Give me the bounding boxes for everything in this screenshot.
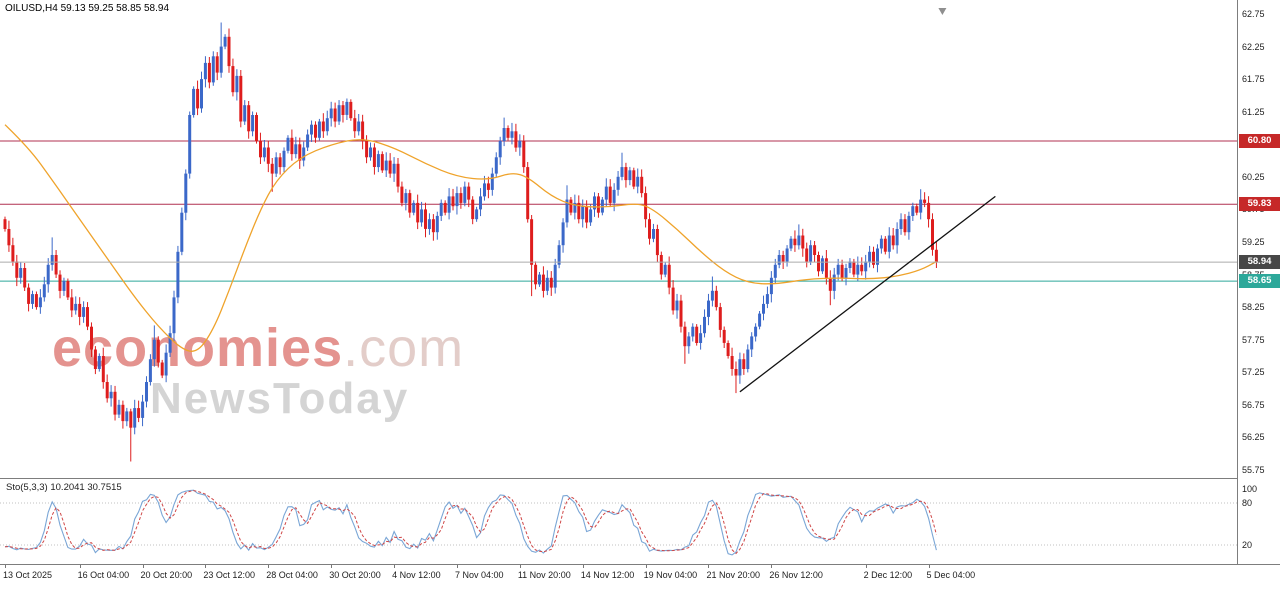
time-tick <box>142 565 144 568</box>
time-label: 7 Nov 04:00 <box>454 570 504 580</box>
watermark-brand-suffix: .com <box>343 318 465 378</box>
stochastic-value-main: 10.2041 <box>50 482 85 493</box>
time-label: 30 Oct 20:00 <box>329 570 381 580</box>
candlesticks <box>3 22 938 462</box>
price-tick: 58.25 <box>1242 302 1265 313</box>
time-tick <box>79 565 81 568</box>
time-label: 26 Nov 12:00 <box>769 570 823 580</box>
stochastic-value-signal: 30.7515 <box>87 482 122 493</box>
stoch-axis-label: 80 <box>1242 498 1253 508</box>
time-label: 16 Oct 04:00 <box>77 570 130 580</box>
time-label: 19 Nov 04:00 <box>643 570 698 580</box>
stoch-axis-label: 20 <box>1242 540 1253 550</box>
current-price-badge: 58.94 <box>1239 255 1280 270</box>
price-badge-59.83: 59.83 <box>1239 197 1280 212</box>
price-axis[interactable]: 62.7562.2561.7561.2560.7560.2559.7559.25… <box>1237 0 1280 564</box>
price-tick: 60.25 <box>1242 171 1265 182</box>
time-tick <box>865 565 867 568</box>
price-tick: 59.25 <box>1242 236 1265 247</box>
watermark-tagline: NewsToday <box>150 374 410 424</box>
main-chart-area[interactable]: economies.com NewsToday OILUSD,H4 59.13 … <box>0 0 1237 478</box>
price-tick: 61.75 <box>1242 74 1265 85</box>
stochastic-name: Sto(5,3,3) <box>6 482 48 493</box>
stochastic-label-row: Sto(5,3,3) 10.2041 30.7515 <box>6 482 122 493</box>
price-badge-58.65: 58.65 <box>1239 274 1280 289</box>
time-label: 28 Oct 04:00 <box>266 570 318 580</box>
time-label: 5 Dec 04:00 <box>926 570 976 580</box>
stochastic-panel[interactable]: Sto(5,3,3) 10.2041 30.7515 <box>0 478 1237 564</box>
price-tick: 56.25 <box>1242 432 1265 443</box>
time-label: 4 Nov 12:00 <box>392 570 441 580</box>
price-tick: 57.25 <box>1242 367 1265 378</box>
time-tick <box>771 565 773 568</box>
time-label: 2 Dec 12:00 <box>863 570 913 580</box>
time-tick <box>456 565 458 568</box>
time-label: 13 Oct 2025 <box>3 570 53 580</box>
time-tick <box>582 565 584 568</box>
time-tick <box>5 565 6 568</box>
stochastic-canvas[interactable] <box>0 479 1237 563</box>
time-label: 11 Nov 20:00 <box>517 570 571 580</box>
time-label: 14 Nov 12:00 <box>580 570 635 580</box>
price-tick: 61.25 <box>1242 106 1265 117</box>
price-badge-60.80: 60.80 <box>1239 134 1280 149</box>
price-tick: 55.75 <box>1242 464 1265 475</box>
time-tick <box>394 565 396 568</box>
time-tick <box>928 565 930 568</box>
price-chart-canvas[interactable] <box>0 0 1237 478</box>
price-tick: 62.25 <box>1242 41 1265 52</box>
chart-shift-marker-icon <box>938 8 947 15</box>
time-tick <box>268 565 270 568</box>
time-label: 21 Nov 20:00 <box>706 570 761 580</box>
time-tick <box>331 565 333 568</box>
time-tick <box>205 565 207 568</box>
time-label: 23 Oct 12:00 <box>203 570 255 580</box>
time-label: 20 Oct 20:00 <box>140 570 193 580</box>
price-tick: 57.75 <box>1242 334 1265 345</box>
symbol-ohlc-title: OILUSD,H4 59.13 59.25 58.85 58.94 <box>5 3 170 14</box>
time-tick <box>708 565 710 568</box>
price-tick: 62.75 <box>1242 9 1265 19</box>
ascending-trendline[interactable] <box>739 195 996 393</box>
price-tick: 56.75 <box>1242 399 1265 410</box>
time-tick <box>645 565 647 568</box>
moving-average-line[interactable] <box>4 124 937 352</box>
stoch-axis-label: 100 <box>1242 484 1258 494</box>
stochastic-signal-line <box>4 490 937 555</box>
time-axis[interactable]: 13 Oct 2025 16 Oct 04:00 20 Oct 20:00 23 Oc… <box>0 564 1280 589</box>
time-tick <box>519 565 521 568</box>
